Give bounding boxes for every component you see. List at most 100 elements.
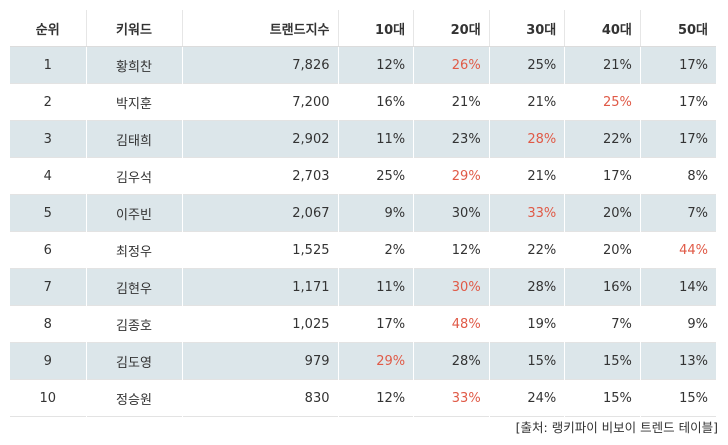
cell-age-10: 12% bbox=[338, 379, 415, 417]
cell-rank: 6 bbox=[10, 231, 87, 269]
cell-rank: 3 bbox=[10, 120, 87, 158]
cell-age-20: 28% bbox=[413, 342, 490, 380]
cell-age-30: 15% bbox=[489, 342, 566, 380]
cell-age-10: 25% bbox=[338, 157, 415, 195]
cell-age-40: 15% bbox=[564, 379, 641, 417]
cell-rank: 2 bbox=[10, 83, 87, 121]
table-row: 1 황희찬 7,826 12% 26% 25% 21% 17% bbox=[10, 46, 716, 84]
cell-keyword: 김현우 bbox=[86, 268, 183, 306]
cell-age-20: 48% bbox=[413, 305, 490, 343]
cell-rank: 10 bbox=[10, 379, 87, 417]
cell-age-10: 12% bbox=[338, 46, 415, 84]
cell-age-50: 9% bbox=[640, 305, 716, 343]
table-row: 3 김태희 2,902 11% 23% 28% 22% 17% bbox=[10, 120, 716, 158]
header-rank: 순위 bbox=[10, 10, 87, 47]
cell-age-50: 17% bbox=[640, 120, 716, 158]
header-keyword: 키워드 bbox=[86, 10, 183, 47]
header-trend-index: 트랜드지수 bbox=[182, 10, 339, 47]
cell-age-50: 44% bbox=[640, 231, 716, 269]
cell-age-20: 26% bbox=[413, 46, 490, 84]
cell-keyword: 황희찬 bbox=[86, 46, 183, 84]
cell-age-40: 16% bbox=[564, 268, 641, 306]
header-age-10: 10대 bbox=[338, 10, 415, 47]
cell-rank: 9 bbox=[10, 342, 87, 380]
table-body: 1 황희찬 7,826 12% 26% 25% 21% 17% 2 박지훈 7,200 16% 21% 2… bbox=[10, 46, 716, 417]
table-header-row: 순위 키워드 트랜드지수 10대 20대 30대 40대 50대 bbox=[10, 10, 716, 47]
cell-age-10: 11% bbox=[338, 120, 415, 158]
cell-trend-index: 2,902 bbox=[182, 120, 339, 158]
cell-age-30: 22% bbox=[489, 231, 566, 269]
cell-age-30: 33% bbox=[489, 194, 566, 232]
cell-age-10: 17% bbox=[338, 305, 415, 343]
cell-trend-index: 830 bbox=[182, 379, 339, 417]
header-age-30: 30대 bbox=[489, 10, 566, 47]
cell-age-40: 20% bbox=[564, 231, 641, 269]
cell-age-50: 14% bbox=[640, 268, 716, 306]
cell-age-50: 17% bbox=[640, 46, 716, 84]
cell-trend-index: 1,025 bbox=[182, 305, 339, 343]
cell-age-10: 29% bbox=[338, 342, 415, 380]
cell-rank: 1 bbox=[10, 46, 87, 84]
cell-age-50: 17% bbox=[640, 83, 716, 121]
cell-age-10: 16% bbox=[338, 83, 415, 121]
table-row: 10 정승원 830 12% 33% 24% 15% 15% bbox=[10, 379, 716, 417]
table-row: 6 최정우 1,525 2% 12% 22% 20% 44% bbox=[10, 231, 716, 269]
cell-rank: 4 bbox=[10, 157, 87, 195]
source-caption: [출처: 랭키파이 비보이 트렌드 테이블] bbox=[515, 420, 718, 435]
cell-keyword: 김태희 bbox=[86, 120, 183, 158]
table-row: 7 김현우 1,171 11% 30% 28% 16% 14% bbox=[10, 268, 716, 306]
cell-age-50: 7% bbox=[640, 194, 716, 232]
cell-trend-index: 7,200 bbox=[182, 83, 339, 121]
cell-age-50: 13% bbox=[640, 342, 716, 380]
cell-trend-index: 2,703 bbox=[182, 157, 339, 195]
cell-trend-index: 2,067 bbox=[182, 194, 339, 232]
cell-keyword: 박지훈 bbox=[86, 83, 183, 121]
cell-rank: 5 bbox=[10, 194, 87, 232]
cell-age-40: 22% bbox=[564, 120, 641, 158]
cell-age-30: 28% bbox=[489, 120, 566, 158]
table-row: 9 김도영 979 29% 28% 15% 15% 13% bbox=[10, 342, 716, 380]
cell-age-30: 21% bbox=[489, 83, 566, 121]
cell-age-10: 9% bbox=[338, 194, 415, 232]
cell-age-40: 20% bbox=[564, 194, 641, 232]
cell-age-20: 23% bbox=[413, 120, 490, 158]
cell-keyword: 김우석 bbox=[86, 157, 183, 195]
cell-age-20: 12% bbox=[413, 231, 490, 269]
cell-age-40: 17% bbox=[564, 157, 641, 195]
cell-age-20: 33% bbox=[413, 379, 490, 417]
cell-age-10: 2% bbox=[338, 231, 415, 269]
cell-age-40: 21% bbox=[564, 46, 641, 84]
trend-table: 순위 키워드 트랜드지수 10대 20대 30대 40대 50대 1 황희찬 7,8… bbox=[10, 10, 716, 417]
table-row: 5 이주빈 2,067 9% 30% 33% 20% 7% bbox=[10, 194, 716, 232]
cell-rank: 8 bbox=[10, 305, 87, 343]
header-age-20: 20대 bbox=[413, 10, 490, 47]
cell-age-30: 19% bbox=[489, 305, 566, 343]
trend-table-container: 순위 키워드 트랜드지수 10대 20대 30대 40대 50대 1 황희찬 7,8… bbox=[10, 10, 716, 417]
cell-age-30: 24% bbox=[489, 379, 566, 417]
cell-keyword: 정승원 bbox=[86, 379, 183, 417]
table-row: 8 김종호 1,025 17% 48% 19% 7% 9% bbox=[10, 305, 716, 343]
cell-keyword: 김종호 bbox=[86, 305, 183, 343]
cell-age-10: 11% bbox=[338, 268, 415, 306]
cell-trend-index: 7,826 bbox=[182, 46, 339, 84]
cell-trend-index: 979 bbox=[182, 342, 339, 380]
cell-age-30: 25% bbox=[489, 46, 566, 84]
cell-age-20: 29% bbox=[413, 157, 490, 195]
cell-age-20: 30% bbox=[413, 268, 490, 306]
cell-age-30: 21% bbox=[489, 157, 566, 195]
cell-age-50: 15% bbox=[640, 379, 716, 417]
cell-trend-index: 1,525 bbox=[182, 231, 339, 269]
table-row: 2 박지훈 7,200 16% 21% 21% 25% 17% bbox=[10, 83, 716, 121]
cell-keyword: 이주빈 bbox=[86, 194, 183, 232]
cell-trend-index: 1,171 bbox=[182, 268, 339, 306]
cell-age-50: 8% bbox=[640, 157, 716, 195]
cell-age-40: 15% bbox=[564, 342, 641, 380]
cell-age-40: 25% bbox=[564, 83, 641, 121]
table-row: 4 김우석 2,703 25% 29% 21% 17% 8% bbox=[10, 157, 716, 195]
cell-keyword: 김도영 bbox=[86, 342, 183, 380]
cell-age-30: 28% bbox=[489, 268, 566, 306]
cell-age-20: 30% bbox=[413, 194, 490, 232]
header-age-50: 50대 bbox=[640, 10, 716, 47]
cell-rank: 7 bbox=[10, 268, 87, 306]
header-age-40: 40대 bbox=[564, 10, 641, 47]
